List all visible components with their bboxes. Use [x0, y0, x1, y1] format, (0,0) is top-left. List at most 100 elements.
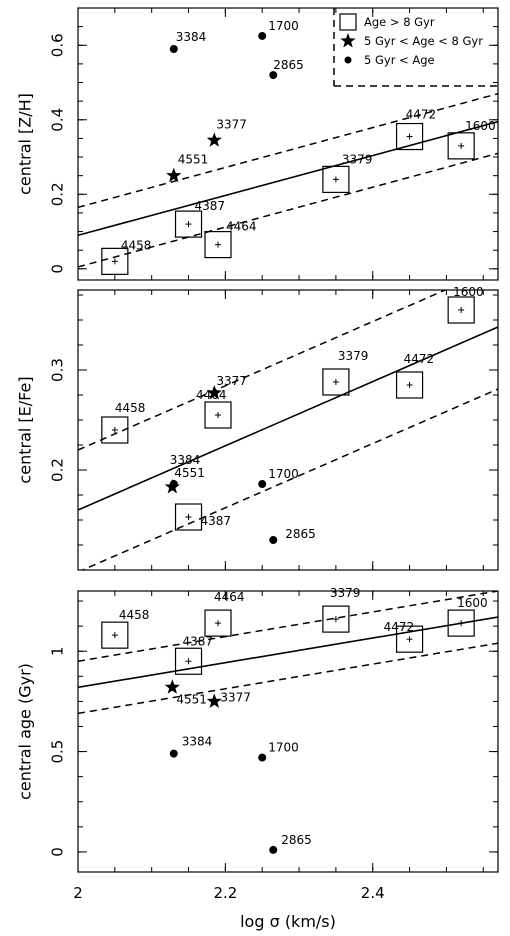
point-label: 1600	[465, 119, 496, 133]
point-dot	[169, 749, 178, 758]
point-label: 1700	[268, 19, 299, 33]
plot-frame	[77, 289, 499, 571]
point-label: 4472	[384, 620, 415, 634]
y-tick-label: 0.4	[49, 108, 67, 132]
legend-dot	[344, 56, 352, 64]
point-star	[206, 132, 222, 147]
point-square	[395, 122, 424, 151]
point-label: 1700	[268, 467, 299, 481]
y-axis-label: central [Z/H]	[16, 93, 35, 195]
point-label: 2865	[285, 527, 316, 541]
point-star	[206, 385, 222, 400]
y-tick-label: 0.6	[49, 33, 67, 57]
point-square	[204, 231, 232, 259]
legend-label: 5 Gyr < Age < 8 Gyr	[364, 34, 483, 48]
point-square	[101, 247, 129, 275]
y-tick-label: 0	[49, 847, 67, 857]
plot-frame	[77, 590, 499, 873]
y-axis-label: central age (Gyr)	[16, 663, 35, 800]
y-tick-label: 0.2	[49, 458, 67, 482]
point-dot	[258, 480, 267, 488]
point-label: 4387	[195, 199, 226, 213]
point-square	[204, 401, 232, 429]
point-square	[101, 416, 129, 444]
point-square	[447, 609, 475, 637]
point-label: 4551	[176, 692, 207, 706]
y-tick-label: 0.3	[49, 358, 67, 382]
point-label: 2865	[281, 833, 312, 847]
point-label: 2865	[273, 58, 304, 72]
legend-star	[340, 33, 356, 48]
data-layer	[78, 591, 498, 854]
point-label: 4551	[174, 466, 205, 480]
scatter-band-line	[78, 290, 448, 451]
age-panel: 0 0.5 1 2 2.2 2.4 central age (Gyr) 4458 4387 446…	[16, 586, 499, 902]
y-axis-label: central [E/Fe]	[16, 376, 35, 483]
point-label: 1600	[457, 596, 488, 610]
point-square	[174, 210, 203, 238]
point-square	[322, 165, 350, 193]
point-square	[101, 621, 129, 649]
point-label: 4458	[119, 608, 150, 622]
point-label: 1700	[268, 741, 299, 755]
point-label: 3384	[170, 453, 201, 467]
efe-panel: 0.2 0.3 central [E/Fe] 4458 4387 4464 3379 4472…	[16, 285, 499, 571]
point-label: 3379	[342, 152, 373, 166]
fit-line	[78, 120, 498, 237]
point-label: 4464	[226, 220, 257, 234]
point-label: 3377	[216, 117, 247, 131]
point-square	[447, 296, 475, 324]
point-label: 3377	[216, 374, 247, 388]
point-dot	[269, 71, 278, 80]
point-square	[395, 625, 424, 653]
point-label: 3384	[182, 735, 213, 749]
x-axis-label: log σ (km/s)	[240, 912, 336, 931]
point-square	[174, 503, 203, 531]
point-label: 4472	[406, 108, 437, 122]
y-tick-label: 0.5	[49, 740, 67, 764]
plot-frame	[77, 7, 499, 281]
point-square	[204, 609, 232, 637]
point-label: 4464	[196, 388, 227, 402]
point-square	[447, 132, 475, 160]
point-square	[174, 647, 203, 675]
point-label: 3379	[338, 349, 369, 363]
point-label: 4387	[201, 514, 232, 528]
point-dot	[258, 753, 267, 762]
scatter-band-line	[80, 388, 498, 570]
point-dot	[169, 44, 178, 53]
scatter-band-line	[78, 591, 498, 662]
scatter-band-line	[78, 152, 498, 268]
scatter-band-line	[78, 92, 498, 209]
point-label: 4458	[121, 238, 152, 252]
point-square	[395, 371, 424, 399]
legend-label: Age > 8 Gyr	[364, 15, 435, 29]
point-label: 4387	[183, 634, 214, 648]
point-square	[322, 605, 350, 633]
point-label: 4472	[404, 352, 435, 366]
fit-line	[78, 616, 498, 689]
legend-square	[339, 13, 357, 31]
x-tick-label: 2.4	[361, 884, 385, 902]
data-layer	[78, 31, 498, 275]
y-tick-label: 0.2	[49, 182, 67, 206]
point-dot	[269, 536, 278, 544]
point-label: 4464	[214, 590, 245, 604]
y-tick-label: 0	[49, 264, 67, 274]
legend-label: 5 Gyr < Age	[364, 53, 435, 67]
scatter-band-line	[78, 642, 498, 715]
x-tick-label: 2.2	[213, 884, 237, 902]
point-label: 4458	[115, 401, 146, 415]
point-square	[322, 368, 350, 396]
fit-line	[78, 326, 498, 511]
point-label: 3379	[330, 586, 361, 600]
point-label: 4551	[178, 153, 209, 167]
point-dot	[258, 31, 267, 40]
x-tick-label: 2	[73, 884, 83, 902]
data-layer	[78, 290, 498, 570]
point-star	[206, 693, 222, 708]
y-tick-label: 1	[49, 646, 67, 656]
point-label: 1600	[453, 285, 484, 299]
